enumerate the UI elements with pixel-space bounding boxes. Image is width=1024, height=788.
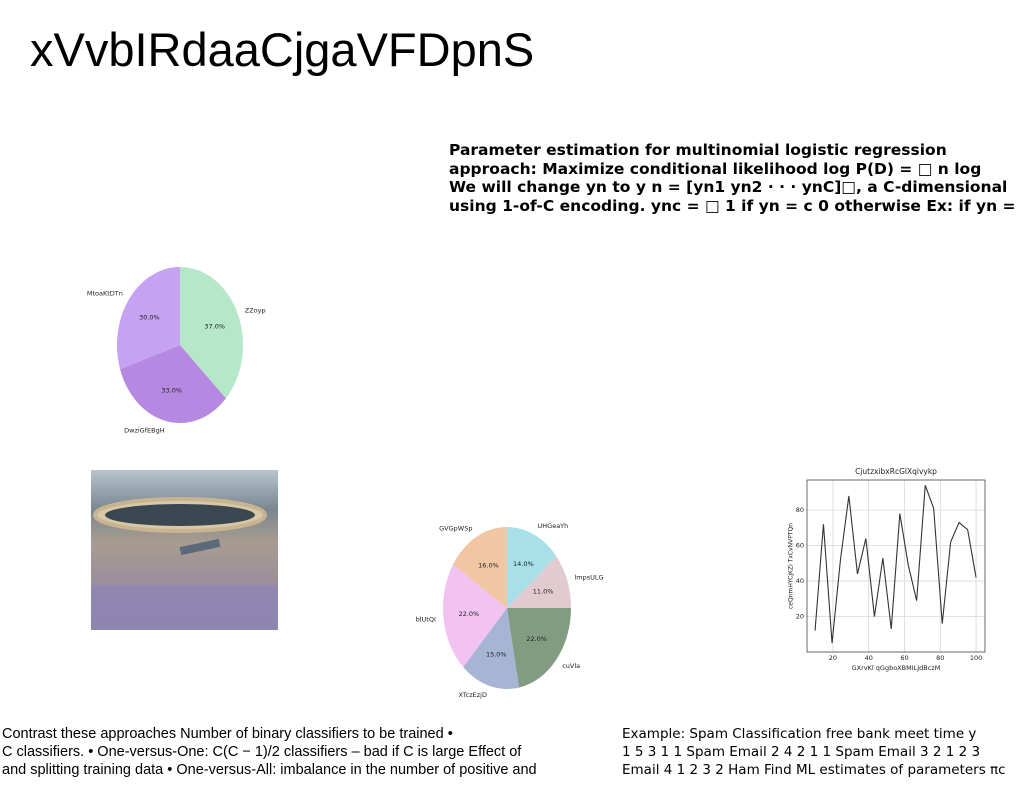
body-text: Parameter estimation for multinomial log…	[449, 141, 1024, 215]
data-label: 15.0%	[486, 651, 507, 659]
text-line: Contrast these approaches Number of bina…	[2, 726, 453, 742]
data-label: 22.0%	[459, 610, 480, 618]
slide-title: xVvbIRdaaCjgaVFDpnS	[30, 23, 535, 76]
pie-slice	[452, 527, 507, 608]
legend-label: DwziGfEBgH	[124, 426, 165, 434]
data-label: 30.0%	[139, 313, 160, 321]
x-axis-label: GXrvKl qGgboXBMILJdBczM	[852, 664, 941, 672]
x-tick-label: 60	[900, 654, 908, 662]
data-label: 16.0%	[478, 561, 499, 569]
photo	[91, 470, 278, 630]
legend-label: ZZoyp	[245, 306, 266, 314]
pie-slice	[507, 608, 571, 688]
legend-label: cuVla	[562, 662, 580, 670]
text-line: We will change yn to y n = [yn1 yn2 · · …	[449, 178, 1008, 196]
legend-label: GVGpWSp	[439, 525, 472, 533]
text-line: Parameter estimation for multinomial log…	[449, 141, 947, 159]
data-label: 14.0%	[513, 560, 534, 568]
text-line: C classifiers. • One-versus-One: C(C − 1…	[2, 744, 522, 760]
data-label: 11.0%	[533, 588, 554, 596]
data-line	[814, 485, 977, 644]
plot-frame	[806, 479, 986, 653]
legend-label: XTczEzjD	[458, 691, 487, 699]
text-line: and splitting training data • One-versus…	[2, 762, 537, 778]
pie-slice	[507, 527, 557, 608]
y-tick-label: 20	[796, 613, 804, 621]
chart-title: CjutzxibxRcGlXqivykp	[855, 467, 937, 476]
pie-slice	[507, 556, 571, 608]
legend-label: UHGeaYh	[538, 522, 569, 530]
data-label: 33.0%	[161, 387, 182, 395]
x-tick-label: 100	[970, 654, 982, 662]
x-tick-label: 80	[936, 654, 944, 662]
legend-label: MtoaKtDTn	[87, 290, 123, 298]
body-text: Example: Spam Classification free bank m…	[622, 725, 1024, 779]
legend-label: lmpsULG	[574, 573, 603, 581]
text-line: Email 4 1 2 3 2 Ham Find ML estimates of…	[622, 762, 1006, 778]
x-tick-label: 40	[865, 654, 873, 662]
legend-label: blUtQI	[416, 615, 436, 623]
y-tick-label: 80	[796, 506, 804, 514]
x-tick-label: 20	[829, 654, 837, 662]
pie-slice	[180, 267, 244, 399]
pie-slice	[116, 267, 180, 370]
text-line: approach: Maximize conditional likelihoo…	[449, 159, 982, 178]
pie-slice	[120, 345, 226, 423]
text-line: Example: Spam Classification free bank m…	[622, 726, 977, 742]
data-label: 22.0%	[526, 635, 547, 643]
pie-slice	[442, 564, 507, 668]
body-text: Contrast these approaches Number of bina…	[2, 725, 602, 779]
y-tick-label: 40	[796, 577, 804, 585]
y-tick-label: 60	[796, 542, 804, 550]
pie-slice	[463, 608, 519, 689]
text-line: 1 5 3 1 1 Spam Email 2 4 2 1 1 Spam Emai…	[622, 744, 981, 760]
data-label: 37.0%	[204, 322, 225, 330]
text-line: using 1-of-C encoding. ync = □ 1 if yn =…	[449, 196, 1016, 215]
y-axis-label: ceQnmHYCjKZi TxCvNVPTQn	[788, 523, 795, 609]
